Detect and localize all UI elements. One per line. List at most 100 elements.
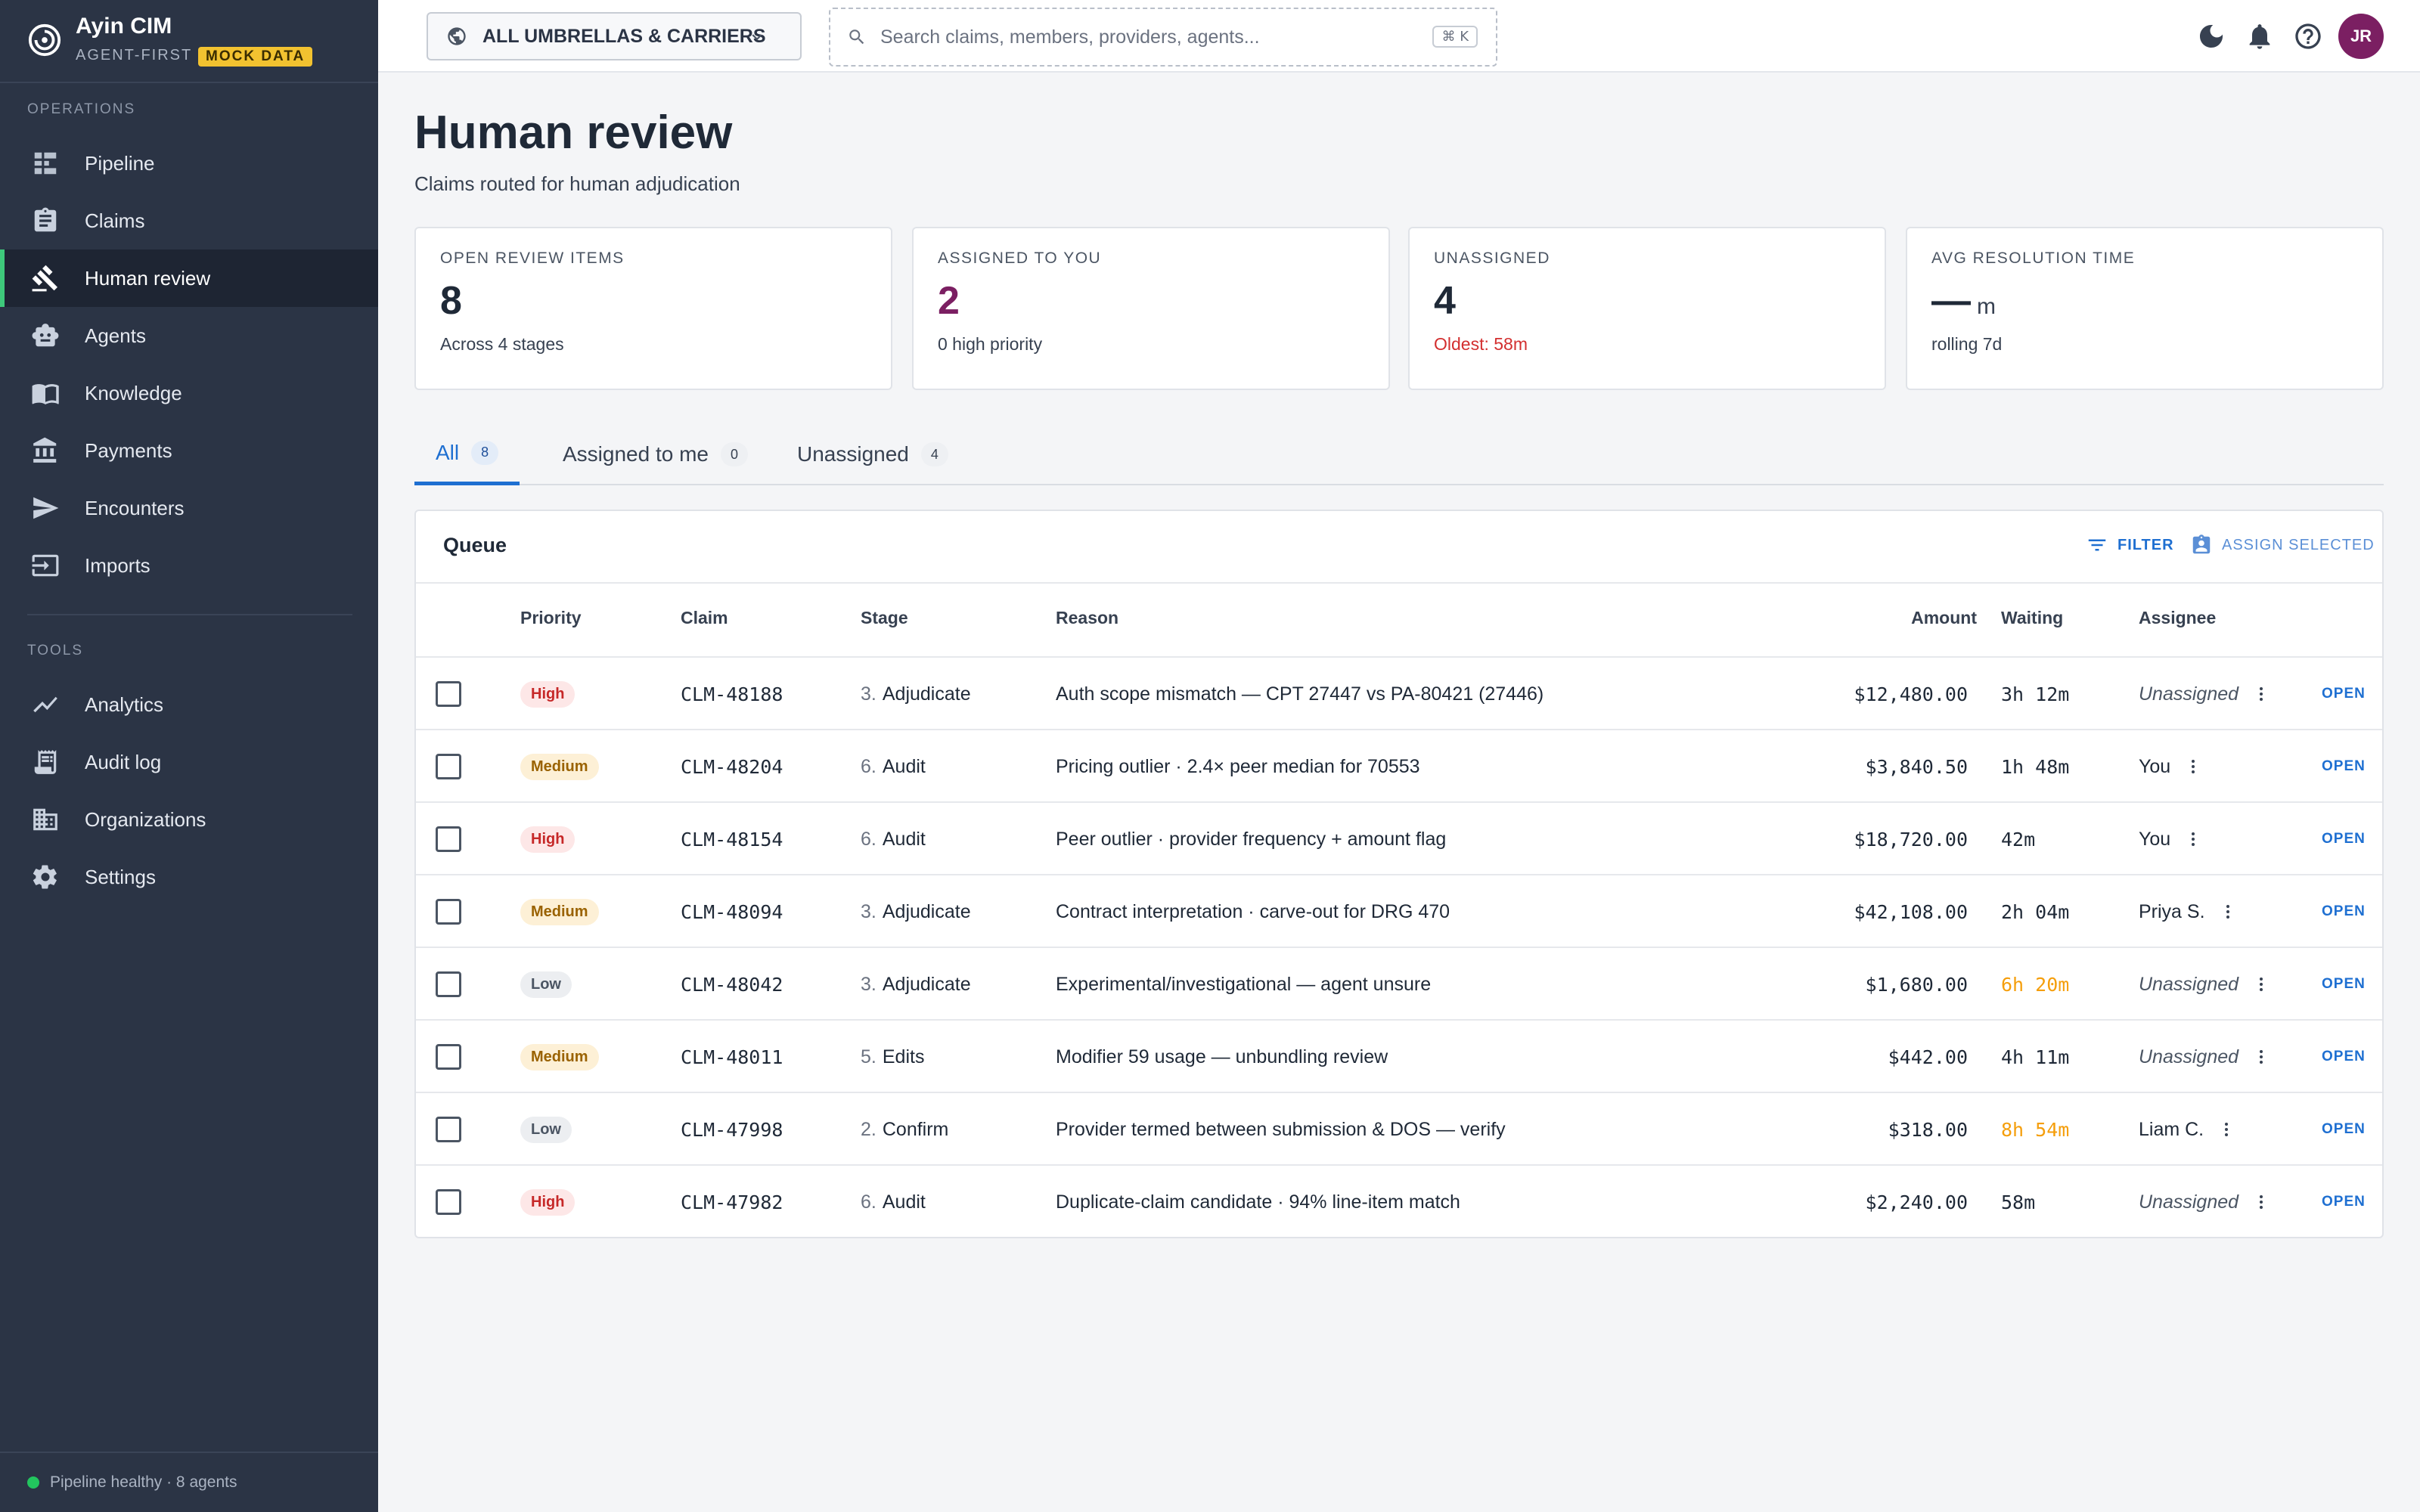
stat-label: OPEN REVIEW ITEMS — [440, 249, 625, 267]
open-link[interactable]: OPEN — [2322, 831, 2366, 847]
claim-id[interactable]: CLM-48204 — [681, 755, 783, 778]
carrier-select[interactable]: ALL UMBRELLAS & CARRIERS — [427, 12, 802, 60]
row-checkbox[interactable] — [436, 681, 461, 707]
stage-cell: 6. Audit — [861, 730, 926, 803]
open-link[interactable]: OPEN — [2322, 1194, 2366, 1210]
more-vert-icon[interactable] — [2252, 975, 2270, 993]
row-checkbox[interactable] — [436, 1117, 461, 1142]
tab-count: 8 — [471, 440, 499, 465]
claim-id[interactable]: CLM-48094 — [681, 900, 783, 923]
column-header-reason[interactable]: Reason — [1056, 608, 1119, 627]
more-vert-icon[interactable] — [2184, 758, 2202, 776]
tab-assigned-to-me[interactable]: Assigned to me 0 — [548, 423, 763, 485]
row-checkbox[interactable] — [436, 826, 461, 852]
analytics-icon — [30, 689, 60, 720]
brand-name: Ayin CIM — [76, 14, 172, 39]
assignee-name: Priya S. — [2139, 900, 2205, 922]
priority-badge: High — [520, 826, 576, 853]
priority-badge: Low — [520, 971, 572, 998]
notifications-bell-icon[interactable] — [2245, 21, 2275, 51]
search-placeholder: Search claims, members, providers, agent… — [880, 26, 1260, 48]
stage-number: 3. — [861, 973, 876, 995]
more-vert-icon[interactable] — [2219, 903, 2237, 921]
filter-button[interactable]: FILTER — [2086, 534, 2174, 556]
table-row[interactable]: High CLM-48188 3. Adjudicate Auth scope m… — [416, 656, 2382, 729]
section-label-operations: OPERATIONS — [27, 101, 136, 117]
row-checkbox[interactable] — [436, 899, 461, 925]
assign-selected-button[interactable]: ASSIGN SELECTED — [2190, 534, 2375, 556]
open-link[interactable]: OPEN — [2322, 1121, 2366, 1137]
column-header-waiting[interactable]: Waiting — [2001, 608, 2064, 627]
sidebar-item-imports[interactable]: Imports — [0, 537, 378, 594]
assignee-name: Liam C. — [2139, 1118, 2204, 1140]
sidebar-item-agents[interactable]: Agents — [0, 307, 378, 364]
sidebar-item-encounters[interactable]: Encounters — [0, 479, 378, 537]
search-input[interactable]: Search claims, members, providers, agent… — [829, 8, 1497, 67]
assignee-cell: You — [2139, 730, 2202, 803]
open-link[interactable]: OPEN — [2322, 1049, 2366, 1064]
sidebar-item-pipeline[interactable]: Pipeline — [0, 135, 378, 192]
claim-id[interactable]: CLM-47982 — [681, 1191, 783, 1213]
claim-id[interactable]: CLM-48011 — [681, 1046, 783, 1068]
row-checkbox[interactable] — [436, 1189, 461, 1215]
dark-mode-icon[interactable] — [2196, 21, 2226, 51]
open-link[interactable]: OPEN — [2322, 686, 2366, 702]
claim-id[interactable]: CLM-48042 — [681, 973, 783, 996]
stat-label: ASSIGNED TO YOU — [938, 249, 1102, 267]
sidebar-item-claims[interactable]: Claims — [0, 192, 378, 249]
sidebar-item-settings[interactable]: Settings — [0, 848, 378, 906]
table-row[interactable]: Low CLM-47998 2. Confirm Provider termed … — [416, 1092, 2382, 1164]
claim-id[interactable]: CLM-48154 — [681, 828, 783, 850]
help-icon[interactable] — [2293, 21, 2323, 51]
table-row[interactable]: Medium CLM-48011 5. Edits Modifier 59 usa… — [416, 1019, 2382, 1092]
stage-name: Adjudicate — [882, 900, 971, 922]
stage-number: 5. — [861, 1046, 876, 1067]
amount-value: $42,108.00 — [1854, 900, 1968, 923]
sidebar-item-payments[interactable]: Payments — [0, 422, 378, 479]
table-row[interactable]: High CLM-47982 6. Audit Duplicate-claim c… — [416, 1164, 2382, 1237]
table-row[interactable]: Medium CLM-48204 6. Audit Pricing outlier… — [416, 729, 2382, 801]
avatar[interactable]: JR — [2338, 14, 2384, 59]
tab-count: 4 — [920, 442, 948, 466]
column-header-assignee[interactable]: Assignee — [2139, 608, 2217, 627]
row-checkbox[interactable] — [436, 1044, 461, 1070]
assignee-cell: Unassigned — [2139, 1021, 2270, 1093]
open-link[interactable]: OPEN — [2322, 758, 2366, 774]
more-vert-icon[interactable] — [2252, 1048, 2270, 1066]
more-vert-icon[interactable] — [2252, 1193, 2270, 1211]
column-header-amount[interactable]: Amount — [1911, 608, 1977, 627]
open-link[interactable]: OPEN — [2322, 976, 2366, 992]
table-row[interactable]: Low CLM-48042 3. Adjudicate Experimental/… — [416, 947, 2382, 1019]
more-vert-icon[interactable] — [2184, 830, 2202, 848]
column-header-priority[interactable]: Priority — [520, 608, 582, 627]
page-subtitle: Claims routed for human adjudication — [414, 172, 740, 195]
sidebar-item-knowledge[interactable]: Knowledge — [0, 364, 378, 422]
row-checkbox[interactable] — [436, 754, 461, 779]
tab-all[interactable]: All 8 — [414, 423, 520, 485]
more-vert-icon[interactable] — [2252, 685, 2270, 703]
priority-badge: Low — [520, 1116, 572, 1143]
sidebar-item-analytics[interactable]: Analytics — [0, 676, 378, 733]
sidebar-item-human-review[interactable]: Human review — [0, 249, 378, 307]
claim-id[interactable]: CLM-48188 — [681, 683, 783, 705]
table-row[interactable]: High CLM-48154 6. Audit Peer outlier · pr… — [416, 801, 2382, 874]
stage-cell: 3. Adjudicate — [861, 948, 971, 1021]
sidebar-item-audit-log[interactable]: Audit log — [0, 733, 378, 791]
open-link[interactable]: OPEN — [2322, 903, 2366, 919]
reason-text: Experimental/investigational — agent uns… — [1056, 973, 1432, 995]
row-checkbox[interactable] — [436, 971, 461, 997]
column-header-stage[interactable]: Stage — [861, 608, 908, 627]
tab-label: Unassigned — [797, 442, 909, 466]
sidebar-item-organizations[interactable]: Organizations — [0, 791, 378, 848]
tab-unassigned[interactable]: Unassigned 4 — [782, 423, 963, 485]
table-row[interactable]: Medium CLM-48094 3. Adjudicate Contract i… — [416, 874, 2382, 947]
stage-number: 6. — [861, 1191, 876, 1213]
more-vert-icon[interactable] — [2217, 1120, 2235, 1139]
stat-note: Across 4 stages — [440, 334, 564, 354]
brand-header: Ayin CIM AGENT-FIRST · MOCK DATA — [0, 0, 378, 83]
assignee-cell: Unassigned — [2139, 658, 2270, 730]
stage-number: 3. — [861, 683, 876, 705]
claim-id[interactable]: CLM-47998 — [681, 1118, 783, 1141]
column-header-claim[interactable]: Claim — [681, 608, 728, 627]
book-icon — [30, 378, 60, 408]
